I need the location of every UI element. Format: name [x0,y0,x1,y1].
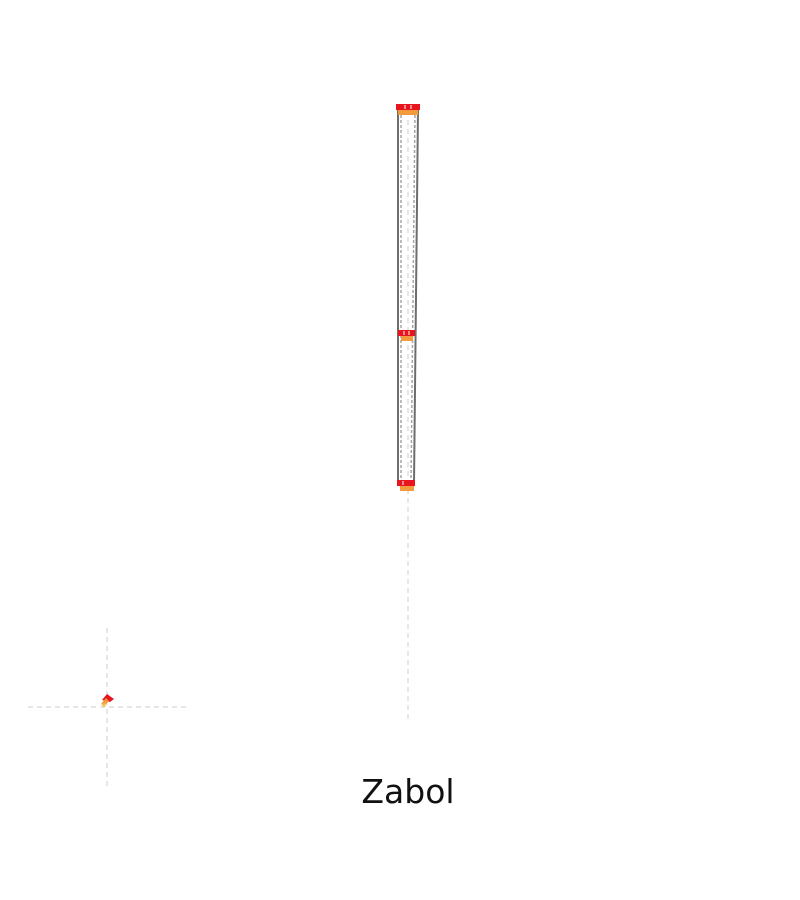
location-marker-icon[interactable] [396,104,420,115]
location-marker-icon[interactable] [397,480,415,491]
location-marker-icon[interactable] [101,694,114,707]
place-label: Zabol [361,772,455,811]
route-track[interactable] [397,109,419,485]
location-marker-icon[interactable] [398,330,415,341]
crosshair-guide-icon [28,628,188,788]
